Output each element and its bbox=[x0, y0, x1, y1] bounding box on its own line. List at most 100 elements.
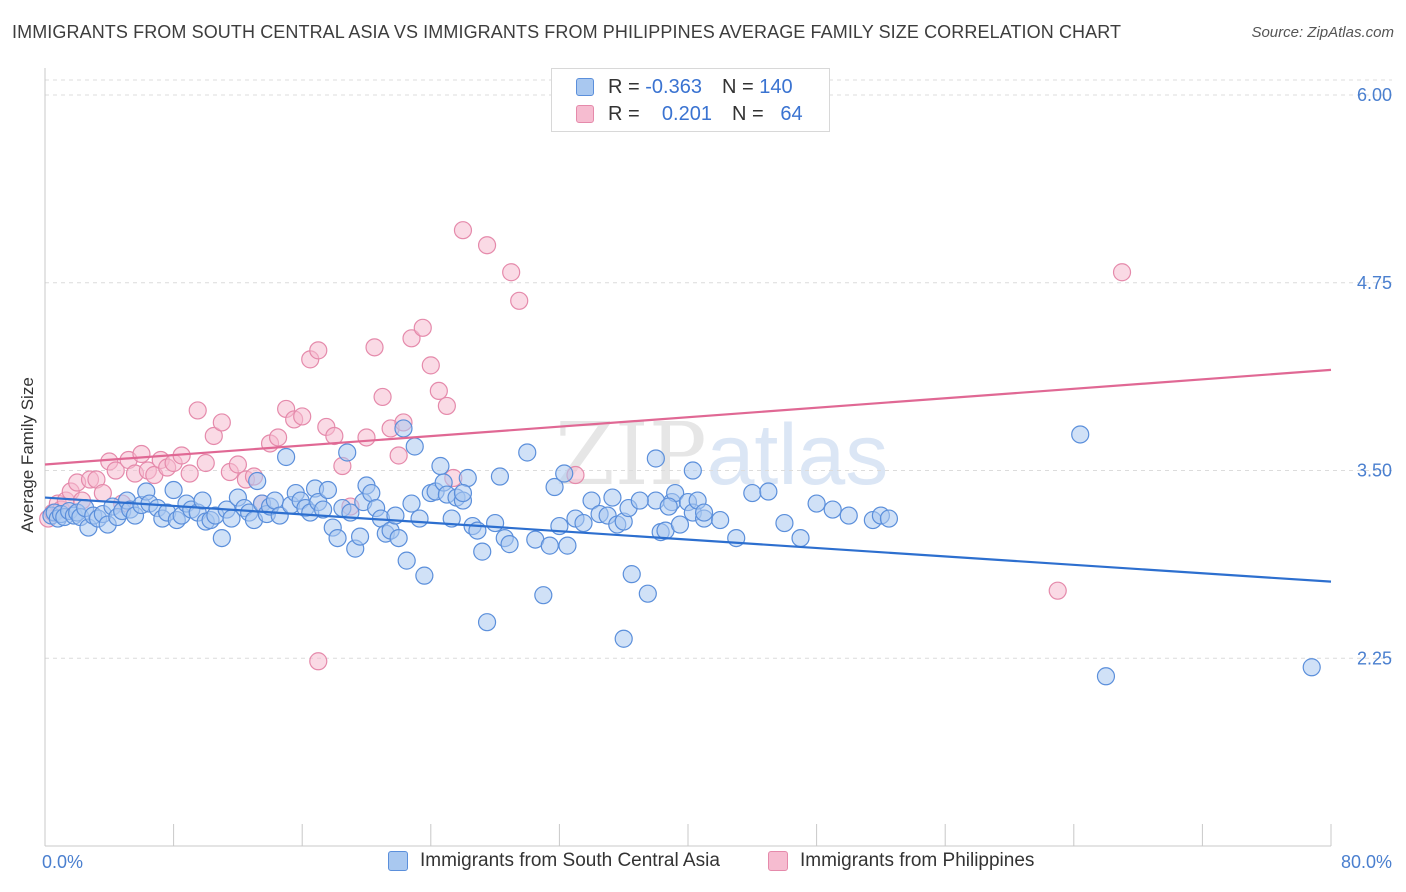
data-point-south-central-asia bbox=[248, 471, 267, 491]
data-point-south-central-asia bbox=[328, 528, 347, 548]
data-point-philippines bbox=[421, 356, 440, 375]
data-point-philippines bbox=[228, 455, 247, 474]
data-point-philippines bbox=[453, 221, 473, 240]
data-point-south-central-asia bbox=[402, 494, 421, 513]
data-point-south-central-asia bbox=[711, 510, 730, 530]
legend-r-label: R = bbox=[608, 75, 640, 98]
legend-swatch-blue bbox=[388, 851, 408, 871]
trend-line-south-central-asia bbox=[44, 496, 1332, 583]
data-point-philippines bbox=[204, 426, 223, 446]
data-point-south-central-asia bbox=[318, 480, 338, 500]
data-point-philippines bbox=[132, 444, 151, 464]
data-point-south-central-asia bbox=[490, 467, 510, 486]
y-tick-label: 3.50 bbox=[1357, 461, 1392, 481]
legend-r-label: R = bbox=[608, 102, 640, 125]
legend-swatch-pink bbox=[768, 851, 788, 871]
data-point-south-central-asia bbox=[630, 491, 649, 510]
data-point-south-central-asia bbox=[389, 528, 408, 548]
data-point-philippines bbox=[309, 652, 328, 671]
data-point-south-central-asia bbox=[193, 491, 212, 510]
data-point-philippines bbox=[429, 381, 448, 401]
data-point-south-central-asia bbox=[313, 500, 333, 519]
y-tick-labels: 2.25 3.50 4.75 6.00 bbox=[1357, 85, 1392, 668]
data-point-south-central-asia bbox=[431, 456, 450, 476]
data-point-south-central-asia bbox=[694, 503, 714, 522]
legend-swatch-pink bbox=[576, 105, 594, 123]
data-point-philippines bbox=[437, 396, 456, 416]
legend-n-value: 64 bbox=[780, 102, 803, 125]
legend-swatch-blue bbox=[576, 78, 594, 96]
data-point-south-central-asia bbox=[839, 506, 858, 525]
data-point-south-central-asia bbox=[823, 500, 842, 519]
data-point-south-central-asia bbox=[500, 535, 519, 554]
legend-item-philippines: Immigrants from Philippines bbox=[768, 850, 1034, 872]
data-point-south-central-asia bbox=[277, 447, 296, 467]
data-point-south-central-asia bbox=[759, 482, 778, 501]
data-point-south-central-asia bbox=[477, 613, 497, 632]
data-point-south-central-asia bbox=[338, 443, 357, 462]
legend-r-value: -0.363 bbox=[645, 75, 702, 98]
data-point-philippines bbox=[268, 428, 288, 447]
data-point-south-central-asia bbox=[622, 565, 641, 584]
legend-row-south-central-asia: R = -0.363 N = 140 bbox=[552, 74, 793, 100]
data-point-philippines bbox=[188, 401, 207, 420]
data-point-south-central-asia bbox=[582, 491, 601, 510]
data-point-south-central-asia bbox=[670, 515, 690, 534]
data-point-south-central-asia bbox=[410, 509, 429, 528]
legend-n-label: N = bbox=[721, 75, 754, 98]
data-point-south-central-asia bbox=[534, 586, 553, 605]
data-point-philippines bbox=[196, 453, 215, 473]
legend-n-label: N = bbox=[731, 102, 764, 125]
chart-title: IMMIGRANTS FROM SOUTH CENTRAL ASIA VS IM… bbox=[12, 22, 1122, 42]
data-point-philippines bbox=[309, 341, 328, 360]
data-point-philippines bbox=[293, 407, 312, 426]
y-tick-label: 4.75 bbox=[1357, 273, 1392, 293]
data-point-south-central-asia bbox=[555, 464, 574, 483]
trend-line-philippines bbox=[44, 368, 1332, 466]
data-point-south-central-asia bbox=[212, 528, 231, 548]
data-point-south-central-asia bbox=[394, 419, 413, 438]
data-point-south-central-asia bbox=[1302, 658, 1321, 677]
data-point-philippines bbox=[106, 461, 125, 480]
data-point-philippines bbox=[502, 263, 521, 282]
data-point-south-central-asia bbox=[807, 494, 826, 513]
data-point-philippines bbox=[1112, 263, 1132, 282]
data-point-philippines bbox=[365, 338, 384, 357]
data-point-south-central-asia bbox=[540, 536, 559, 555]
data-point-south-central-asia bbox=[1096, 667, 1116, 686]
data-point-south-central-asia bbox=[405, 437, 424, 456]
x-tick-label-min: 0.0% bbox=[42, 852, 84, 872]
data-point-south-central-asia bbox=[879, 509, 899, 528]
data-point-south-central-asia bbox=[558, 536, 577, 555]
data-point-south-central-asia bbox=[638, 584, 657, 603]
trend-lines bbox=[44, 368, 1332, 583]
legend-item-label: Immigrants from South Central Asia bbox=[420, 850, 720, 871]
source-credit: Source: ZipAtlas.com bbox=[1251, 24, 1394, 41]
y-tick-label: 6.00 bbox=[1357, 85, 1392, 105]
data-point-south-central-asia bbox=[545, 477, 564, 497]
data-point-south-central-asia bbox=[486, 513, 505, 533]
data-point-south-central-asia bbox=[397, 551, 416, 570]
y-axis-label: Average Family Size bbox=[18, 377, 37, 533]
data-point-south-central-asia bbox=[659, 497, 678, 516]
data-point-philippines bbox=[477, 236, 497, 255]
data-point-philippines bbox=[1048, 581, 1067, 600]
data-point-south-central-asia bbox=[362, 483, 381, 503]
stats-legend: R = -0.363 N = 140 R = 0.201 N = 64 bbox=[551, 68, 830, 132]
data-point-philippines bbox=[389, 446, 408, 465]
data-point-south-central-asia bbox=[574, 513, 593, 533]
data-point-south-central-asia bbox=[265, 491, 284, 510]
data-point-philippines bbox=[180, 464, 199, 483]
data-point-philippines bbox=[325, 426, 344, 446]
data-point-philippines bbox=[373, 387, 392, 407]
data-point-south-central-asia bbox=[270, 506, 289, 525]
legend-n-value: 140 bbox=[759, 75, 793, 98]
y-tick-label: 2.25 bbox=[1357, 648, 1392, 668]
data-point-south-central-asia bbox=[743, 483, 762, 503]
legend-r-value: 0.201 bbox=[661, 102, 712, 125]
series-philippines-points bbox=[39, 221, 1132, 671]
data-point-philippines bbox=[212, 413, 231, 432]
data-point-south-central-asia bbox=[518, 443, 537, 462]
legend-row-philippines: R = 0.201 N = 64 bbox=[552, 101, 803, 127]
